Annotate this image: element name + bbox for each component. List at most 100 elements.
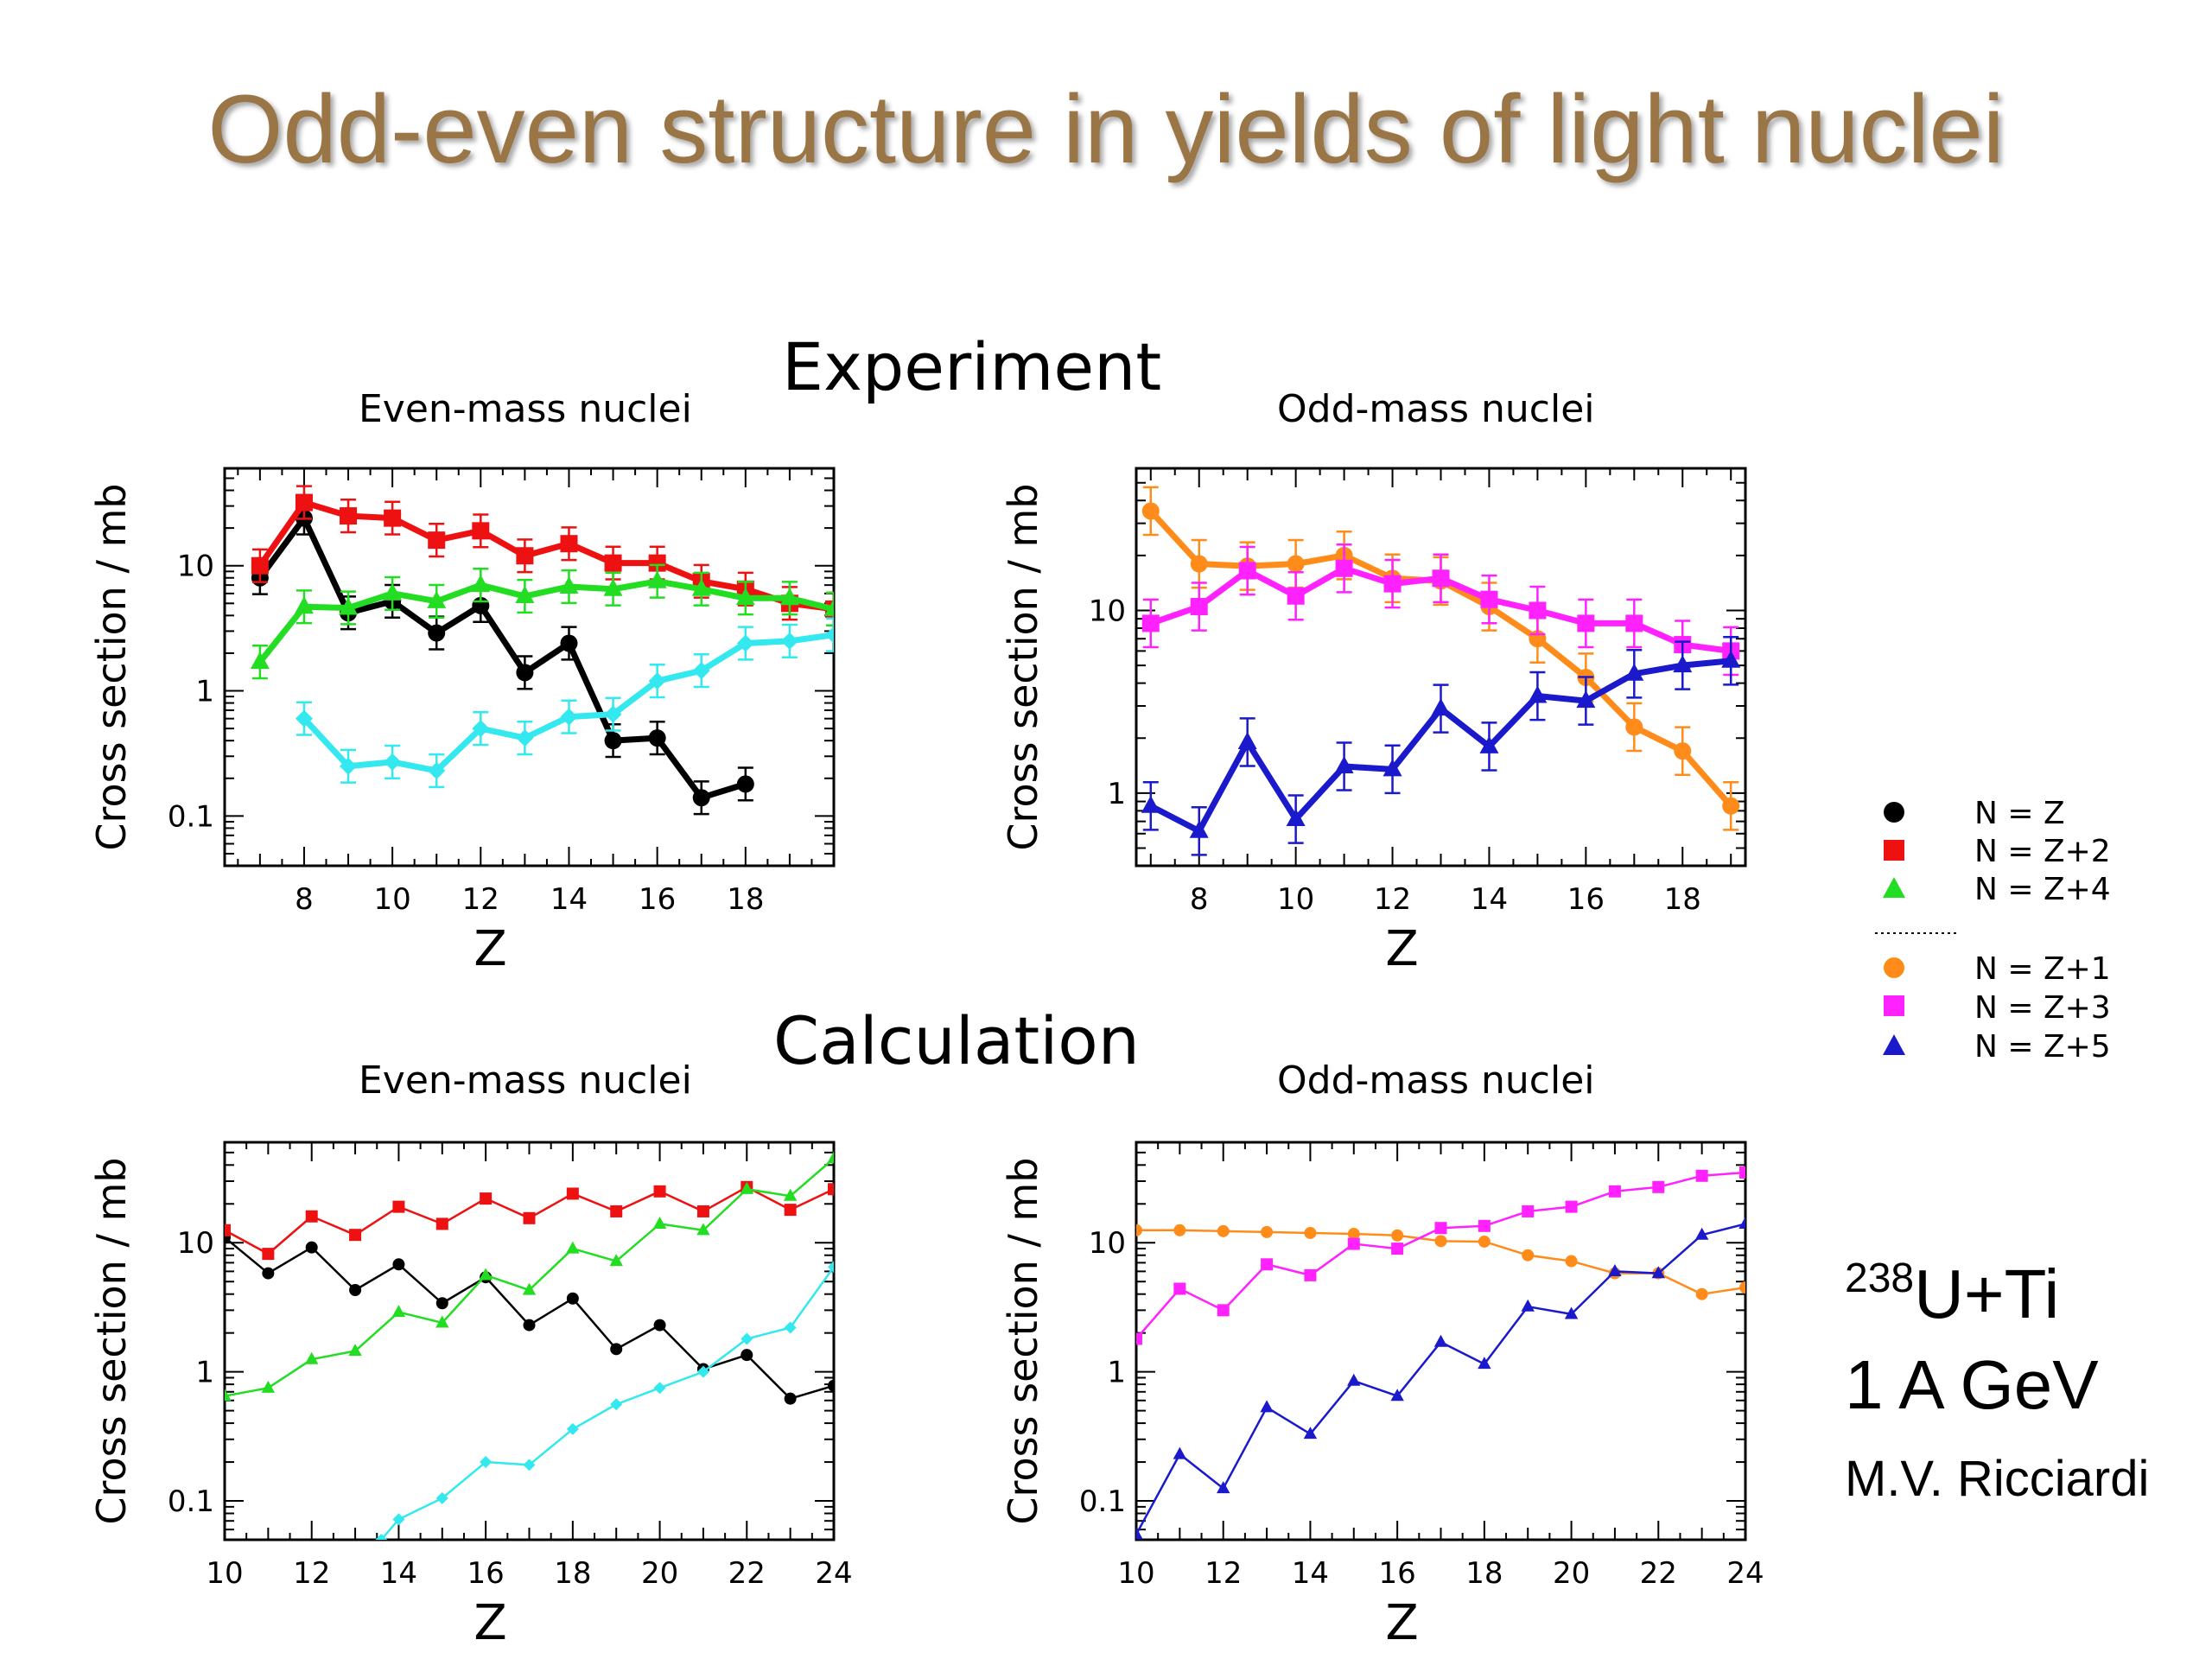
y-tick-label: 1	[1107, 1356, 1126, 1390]
data-point	[294, 596, 314, 614]
data-point	[784, 1392, 797, 1405]
data-point	[691, 578, 711, 596]
data-point	[1608, 1185, 1621, 1198]
data-point	[1673, 655, 1693, 673]
plot-area	[1141, 486, 1741, 856]
data-point	[1382, 759, 1402, 777]
author-name: M.V. Ricciardi	[1845, 1451, 2150, 1507]
data-point	[610, 1398, 623, 1411]
data-point	[1334, 755, 1354, 773]
series-n-z-3	[1136, 1166, 1745, 1345]
calc-even-title: Even-mass nuclei	[359, 1058, 692, 1103]
data-point	[472, 522, 490, 540]
data-point	[295, 493, 313, 512]
data-point	[653, 1382, 666, 1395]
calculation-heading: Calculation	[773, 1002, 1140, 1079]
x-tick-label: 12	[1205, 1556, 1242, 1591]
series-n-z-1	[1136, 1224, 1745, 1300]
data-point	[1173, 1446, 1187, 1459]
x-tick-label: 12	[293, 1556, 330, 1591]
y-axis-label: Cross section / mb	[1000, 483, 1046, 850]
plot-area	[225, 1151, 834, 1540]
data-point	[1739, 1281, 1745, 1294]
data-point	[1217, 1304, 1230, 1317]
x-tick-label: 16	[639, 882, 676, 917]
data-point	[604, 732, 622, 750]
reaction-system: U+Ti	[1914, 1255, 2060, 1332]
x-axis-label: Z	[474, 1595, 506, 1651]
series-n-z-4	[250, 563, 834, 680]
x-tick-label: 20	[641, 1556, 678, 1591]
data-point	[295, 709, 313, 728]
data-point	[1694, 1227, 1709, 1240]
x-axis-label: Z	[474, 921, 506, 977]
data-point	[1608, 1263, 1622, 1276]
series-line	[380, 1266, 834, 1540]
y-tick-label: 10	[1089, 594, 1126, 628]
legend-item-n-eq-z-plus-4: N = Z+4	[1883, 872, 2111, 907]
exp-odd-title: Odd-mass nuclei	[1277, 387, 1595, 431]
x-tick-label: 14	[380, 1556, 417, 1591]
series-n-z-5	[1141, 635, 1741, 856]
data-point	[435, 1491, 448, 1504]
data-point	[783, 1188, 798, 1201]
data-point	[1624, 663, 1644, 681]
legend-label: N = Z+4	[1974, 872, 2111, 907]
legend-label: N = Z+5	[1974, 1029, 2111, 1065]
data-point	[1479, 735, 1499, 753]
data-point	[1287, 587, 1305, 605]
data-point	[305, 1351, 319, 1364]
legend-label: N = Z+1	[1974, 951, 2111, 987]
data-point	[566, 1292, 579, 1305]
data-point	[250, 652, 270, 670]
x-tick-label: 16	[1567, 882, 1605, 917]
data-point	[262, 1248, 275, 1261]
data-point	[375, 1534, 388, 1540]
data-point	[559, 575, 579, 594]
data-point	[560, 708, 578, 726]
data-point	[261, 1380, 276, 1393]
data-point	[262, 1267, 275, 1280]
data-point	[610, 1343, 623, 1356]
data-point	[1651, 1266, 1665, 1279]
x-tick-label: 12	[1374, 882, 1411, 917]
data-point	[648, 672, 666, 690]
data-point	[740, 1181, 753, 1194]
data-point	[1238, 562, 1256, 580]
legend: N = Z N = Z+2 N = Z+4 N = Z+1 N = Z+3 N …	[1875, 796, 2111, 1065]
reaction-mass-number: 238	[1845, 1255, 1915, 1301]
data-point	[1190, 598, 1208, 616]
data-point	[604, 554, 622, 572]
data-point	[251, 556, 269, 575]
x-tick-label: 10	[1117, 1556, 1154, 1591]
data-point	[648, 554, 666, 572]
data-point	[1261, 1225, 1274, 1238]
x-tick-label: 8	[1190, 882, 1209, 917]
data-point	[1335, 559, 1353, 577]
data-point	[1564, 1306, 1579, 1319]
data-point	[1739, 1166, 1745, 1179]
x-axis-label: Z	[1385, 921, 1418, 977]
legend-marker-black-circle	[1884, 802, 1904, 823]
y-tick-label: 1	[195, 675, 214, 709]
data-point	[1577, 614, 1595, 632]
y-axis-label: Cross section / mb	[88, 483, 135, 850]
data-point	[435, 1315, 449, 1328]
data-point	[523, 1211, 536, 1224]
data-point	[1565, 1200, 1578, 1213]
data-point	[1391, 1243, 1404, 1255]
data-point	[1478, 1235, 1491, 1248]
legend-label: N = Z	[1974, 796, 2065, 831]
series-3	[295, 617, 834, 789]
legend-item-n-eq-z-plus-5: N = Z+5	[1883, 1029, 2111, 1065]
data-point	[692, 662, 710, 680]
data-point	[692, 789, 710, 807]
data-point	[339, 597, 359, 615]
data-point	[384, 753, 402, 771]
slide-title: Odd-even structure in yields of light nu…	[207, 75, 2005, 183]
data-point	[428, 531, 446, 550]
data-point	[428, 761, 446, 779]
data-point	[603, 578, 623, 596]
data-point	[653, 1319, 666, 1332]
